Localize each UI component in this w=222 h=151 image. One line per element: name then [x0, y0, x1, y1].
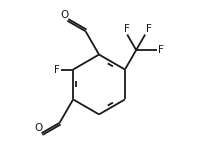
- Text: F: F: [158, 45, 164, 55]
- Text: F: F: [124, 24, 130, 34]
- Text: O: O: [61, 10, 69, 20]
- Text: F: F: [146, 24, 152, 34]
- Text: F: F: [54, 64, 60, 74]
- Text: O: O: [35, 123, 43, 133]
